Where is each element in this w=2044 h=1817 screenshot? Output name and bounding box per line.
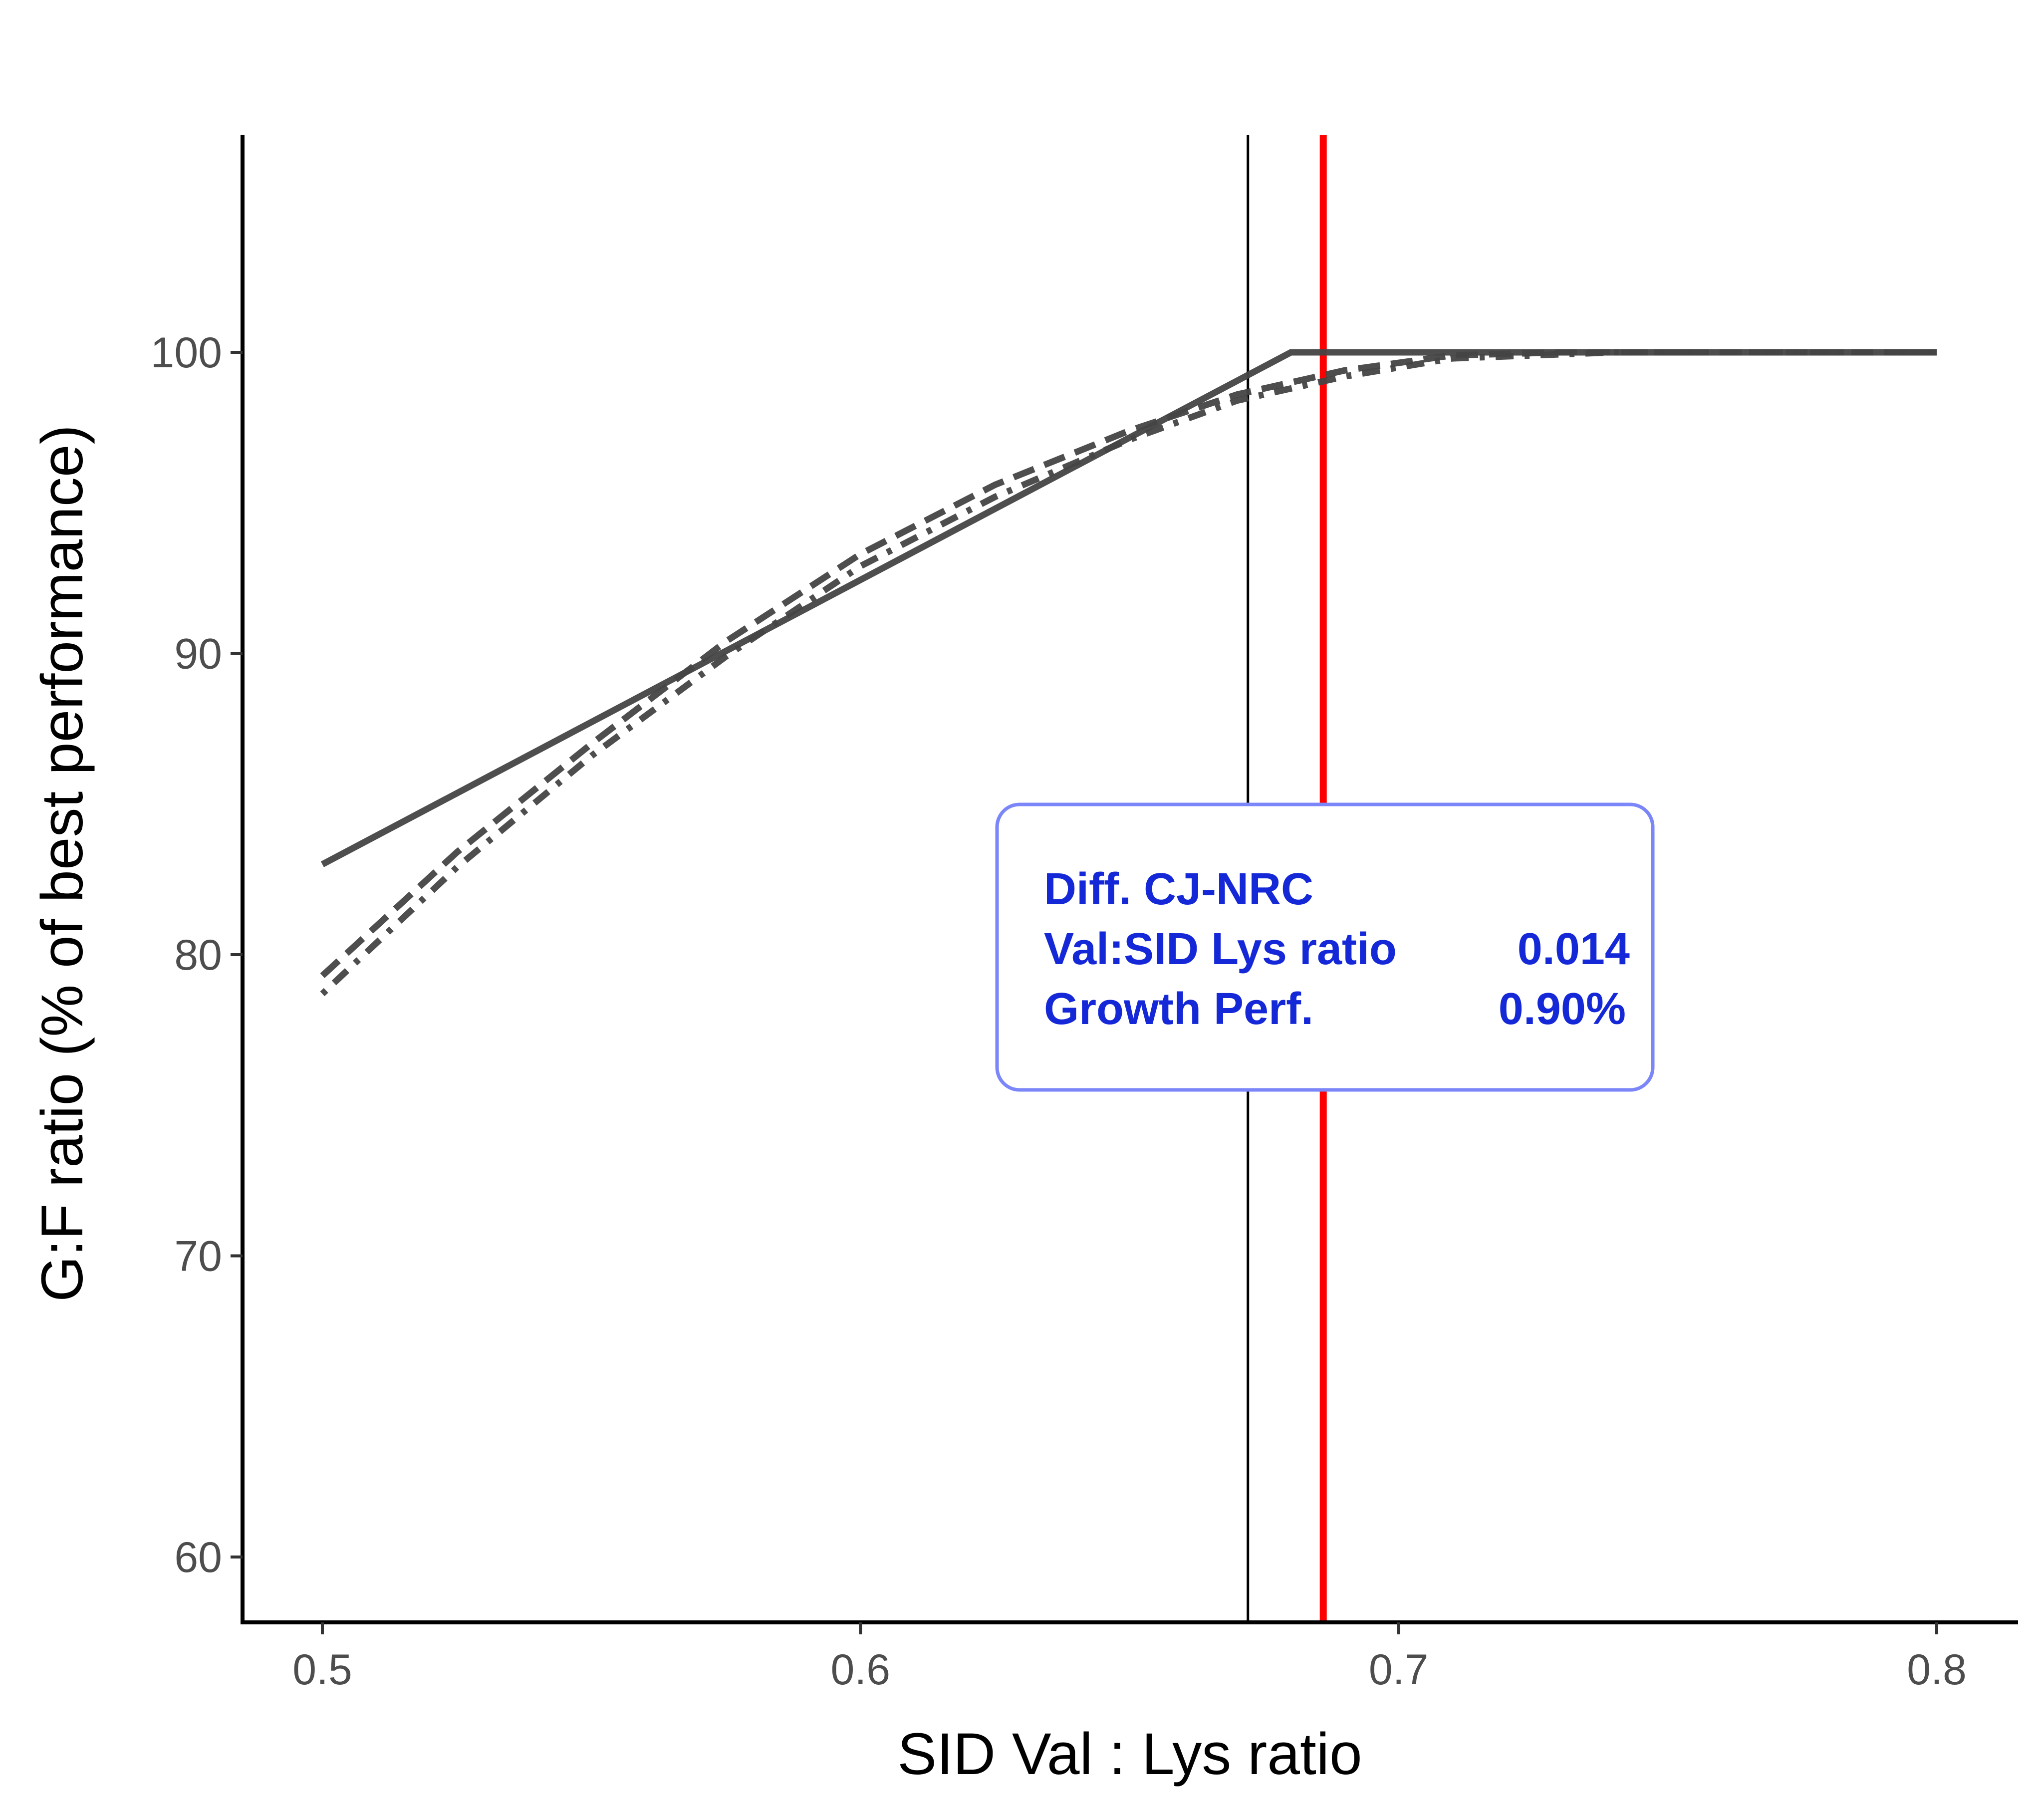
annotation-border — [995, 802, 1655, 1092]
x-tick-label: 0.6 — [831, 1646, 891, 1694]
x-tick-label: 0.7 — [1369, 1646, 1429, 1694]
annotation-row-label: Growth Perf. — [1044, 984, 1313, 1034]
series-line-dashed — [320, 349, 1937, 978]
x-tick-label: 0.5 — [292, 1646, 352, 1694]
annotation-row-label: Val:SID Lys ratio — [1044, 924, 1397, 974]
y-tick-label: 90 — [174, 630, 222, 678]
y-tick-label: 80 — [174, 931, 222, 979]
y-tick-label: 60 — [174, 1534, 222, 1581]
y-tick-label: 100 — [151, 329, 223, 377]
annotation-row-value: 0.90% — [1499, 984, 1626, 1034]
x-tick-label: 0.8 — [1907, 1646, 1967, 1694]
annotation-title: Diff. CJ-NRC — [1044, 864, 1313, 914]
y-tick-label: 70 — [174, 1233, 222, 1281]
annotation-box: Diff. CJ-NRC Val:SID Lys ratio 0.014 Gro… — [995, 802, 1655, 1092]
y-axis-title: G:F ratio (% of best performance) — [29, 425, 95, 1302]
annotation-row-value: 0.014 — [1518, 924, 1630, 974]
x-axis-title: SID Val : Lys ratio — [897, 1721, 1362, 1787]
